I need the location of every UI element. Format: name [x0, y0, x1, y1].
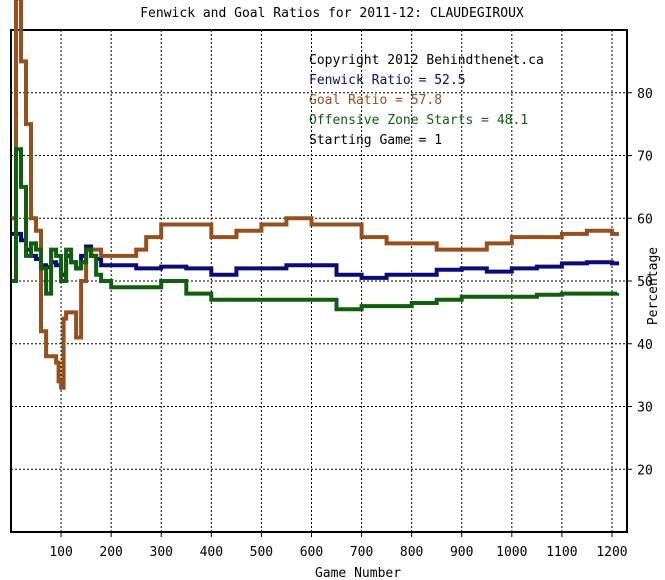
x-tick-label: 1200	[596, 545, 627, 560]
series-line-offensive-zone-starts	[11, 147, 619, 312]
y-tick-label: 80	[637, 87, 653, 102]
x-tick-label: 1000	[496, 545, 527, 560]
x-tick-label: 500	[250, 545, 273, 560]
x-tick-label: 100	[49, 545, 72, 560]
y-axis-ticks: 20 30 40 50 60 70 80	[627, 87, 653, 478]
y-tick-label: 40	[637, 338, 653, 353]
legend-line: Goal Ratio = 57.8	[309, 93, 442, 108]
series-line-goal-ratio	[11, 0, 619, 390]
y-axis-label: Percentage	[646, 247, 661, 325]
x-tick-label: 400	[200, 545, 223, 560]
legend-line: Offensive Zone Starts = 48.1	[309, 113, 528, 128]
x-tick-label: 300	[150, 545, 173, 560]
y-tick-label: 20	[637, 463, 653, 478]
x-axis-ticks: 100 200 300 400 500 600 700 800 900 1000 1100 1200	[49, 532, 628, 560]
y-tick-label: 70	[637, 150, 653, 165]
grid-lines	[11, 30, 627, 532]
x-tick-label: 1100	[546, 545, 577, 560]
legend: Copyright 2012 Behindthenet.ca Fenwick Ra…	[309, 53, 544, 148]
legend-line: Fenwick Ratio = 52.5	[309, 73, 466, 88]
x-tick-label: 600	[300, 545, 323, 560]
legend-line: Starting Game = 1	[309, 133, 442, 148]
y-tick-label: 50	[637, 275, 653, 290]
x-axis-label: Game Number	[315, 566, 401, 580]
x-tick-label: 700	[350, 545, 373, 560]
x-tick-label: 200	[99, 545, 122, 560]
x-tick-label: 900	[450, 545, 473, 560]
chart-title: Fenwick and Goal Ratios for 2011-12: CLA…	[140, 6, 524, 21]
series-layer	[11, 0, 619, 390]
y-tick-label: 60	[637, 212, 653, 227]
legend-line: Copyright 2012 Behindthenet.ca	[309, 53, 544, 68]
y-tick-label: 30	[637, 401, 653, 416]
x-tick-label: 800	[400, 545, 423, 560]
